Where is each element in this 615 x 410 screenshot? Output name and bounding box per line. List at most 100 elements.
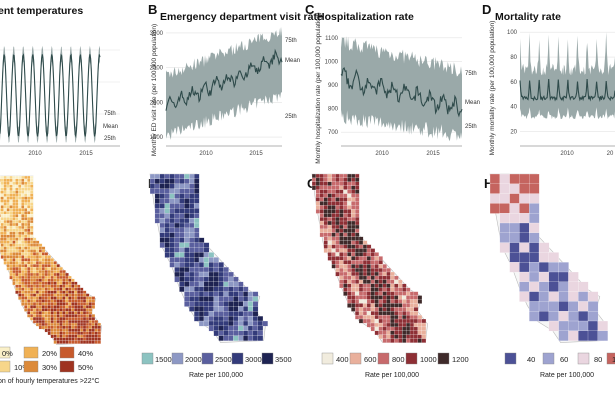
map-region <box>558 291 569 302</box>
map-region <box>390 334 395 340</box>
panel-a-xtick: 2010 <box>28 151 42 157</box>
map-region <box>343 256 348 261</box>
map-region <box>374 307 380 312</box>
map-region <box>94 331 99 336</box>
map-region <box>41 296 46 300</box>
map-region <box>343 216 348 222</box>
map-region <box>29 225 34 230</box>
map-region <box>29 308 34 312</box>
map-region <box>15 281 19 286</box>
map-region <box>15 231 19 236</box>
map-region <box>331 248 336 253</box>
map-region <box>179 198 185 204</box>
map-region <box>538 242 550 253</box>
map-region <box>174 247 180 253</box>
map-region <box>41 299 46 303</box>
map-region <box>88 316 93 321</box>
map-region <box>193 257 200 263</box>
map-region <box>374 256 380 261</box>
map-region <box>9 258 13 262</box>
map-region <box>578 330 589 342</box>
map-region <box>354 201 360 206</box>
map-region <box>354 267 360 273</box>
map-region <box>21 261 25 265</box>
map-region <box>184 262 190 268</box>
map-region <box>335 209 340 214</box>
map-region <box>382 338 387 343</box>
map-region <box>85 299 90 303</box>
panel-d-ylabel: Monthly mortality rate (per 100,000 popu… <box>489 21 496 156</box>
map-region <box>193 208 200 214</box>
map-region <box>413 307 419 312</box>
map-region <box>71 299 75 303</box>
map-region <box>68 314 72 318</box>
map-region <box>331 189 336 195</box>
map-region <box>223 325 229 332</box>
map-region <box>413 303 419 308</box>
map-region <box>79 314 84 318</box>
map-region <box>366 303 372 308</box>
map-region <box>79 290 84 295</box>
map-region <box>35 287 40 292</box>
map-region <box>509 213 520 224</box>
panel-a-label-25th: 25th <box>104 136 116 142</box>
map-region <box>319 185 325 191</box>
map-region <box>315 209 321 214</box>
map-region <box>228 311 234 317</box>
map-region <box>21 255 25 259</box>
map-region <box>74 299 78 303</box>
map-region <box>169 188 175 195</box>
map-region <box>35 308 40 312</box>
map-region <box>164 213 171 219</box>
y-tick-label: 800 <box>328 107 339 113</box>
map-region <box>12 255 16 259</box>
map-region <box>413 318 419 324</box>
map-region <box>29 217 34 221</box>
map-region <box>184 217 190 224</box>
map-region <box>323 248 329 253</box>
map-region <box>38 252 43 256</box>
map-region <box>56 334 60 339</box>
map-region <box>386 311 391 316</box>
map-region <box>24 243 28 247</box>
map-region <box>358 295 364 300</box>
legend-g: 400 600 800 1000 1200 Rate per 100,000 <box>321 352 469 379</box>
map-region <box>362 260 368 265</box>
map-region <box>351 244 356 249</box>
map-region <box>238 286 244 293</box>
map-region <box>38 266 43 271</box>
map-region <box>402 287 407 293</box>
map-region <box>169 247 175 253</box>
map-region <box>29 269 34 274</box>
map-region <box>15 190 19 195</box>
map-region <box>27 266 31 271</box>
map-region <box>398 334 403 340</box>
map-region <box>374 260 380 265</box>
map-region <box>9 222 13 227</box>
map-region <box>56 278 60 283</box>
map-region <box>9 275 13 280</box>
map-region <box>366 291 372 296</box>
map-region <box>347 173 352 179</box>
map-region <box>362 256 368 261</box>
map-region <box>354 283 360 289</box>
map-region <box>351 271 356 277</box>
map-region <box>347 267 352 273</box>
map-region <box>370 267 376 273</box>
map-region <box>354 252 360 257</box>
map-region <box>386 283 391 289</box>
map-region <box>382 287 387 293</box>
map-region <box>24 208 28 212</box>
map-region <box>15 255 19 259</box>
map-region <box>378 256 383 261</box>
map-region <box>174 266 180 273</box>
map-region <box>189 296 195 302</box>
map-region <box>208 276 215 283</box>
map-region <box>21 178 25 183</box>
map-region <box>184 237 190 244</box>
map-region <box>82 293 87 297</box>
map-region <box>18 249 22 253</box>
map-region <box>3 211 7 215</box>
map-region <box>351 295 356 300</box>
map-region <box>27 287 31 292</box>
